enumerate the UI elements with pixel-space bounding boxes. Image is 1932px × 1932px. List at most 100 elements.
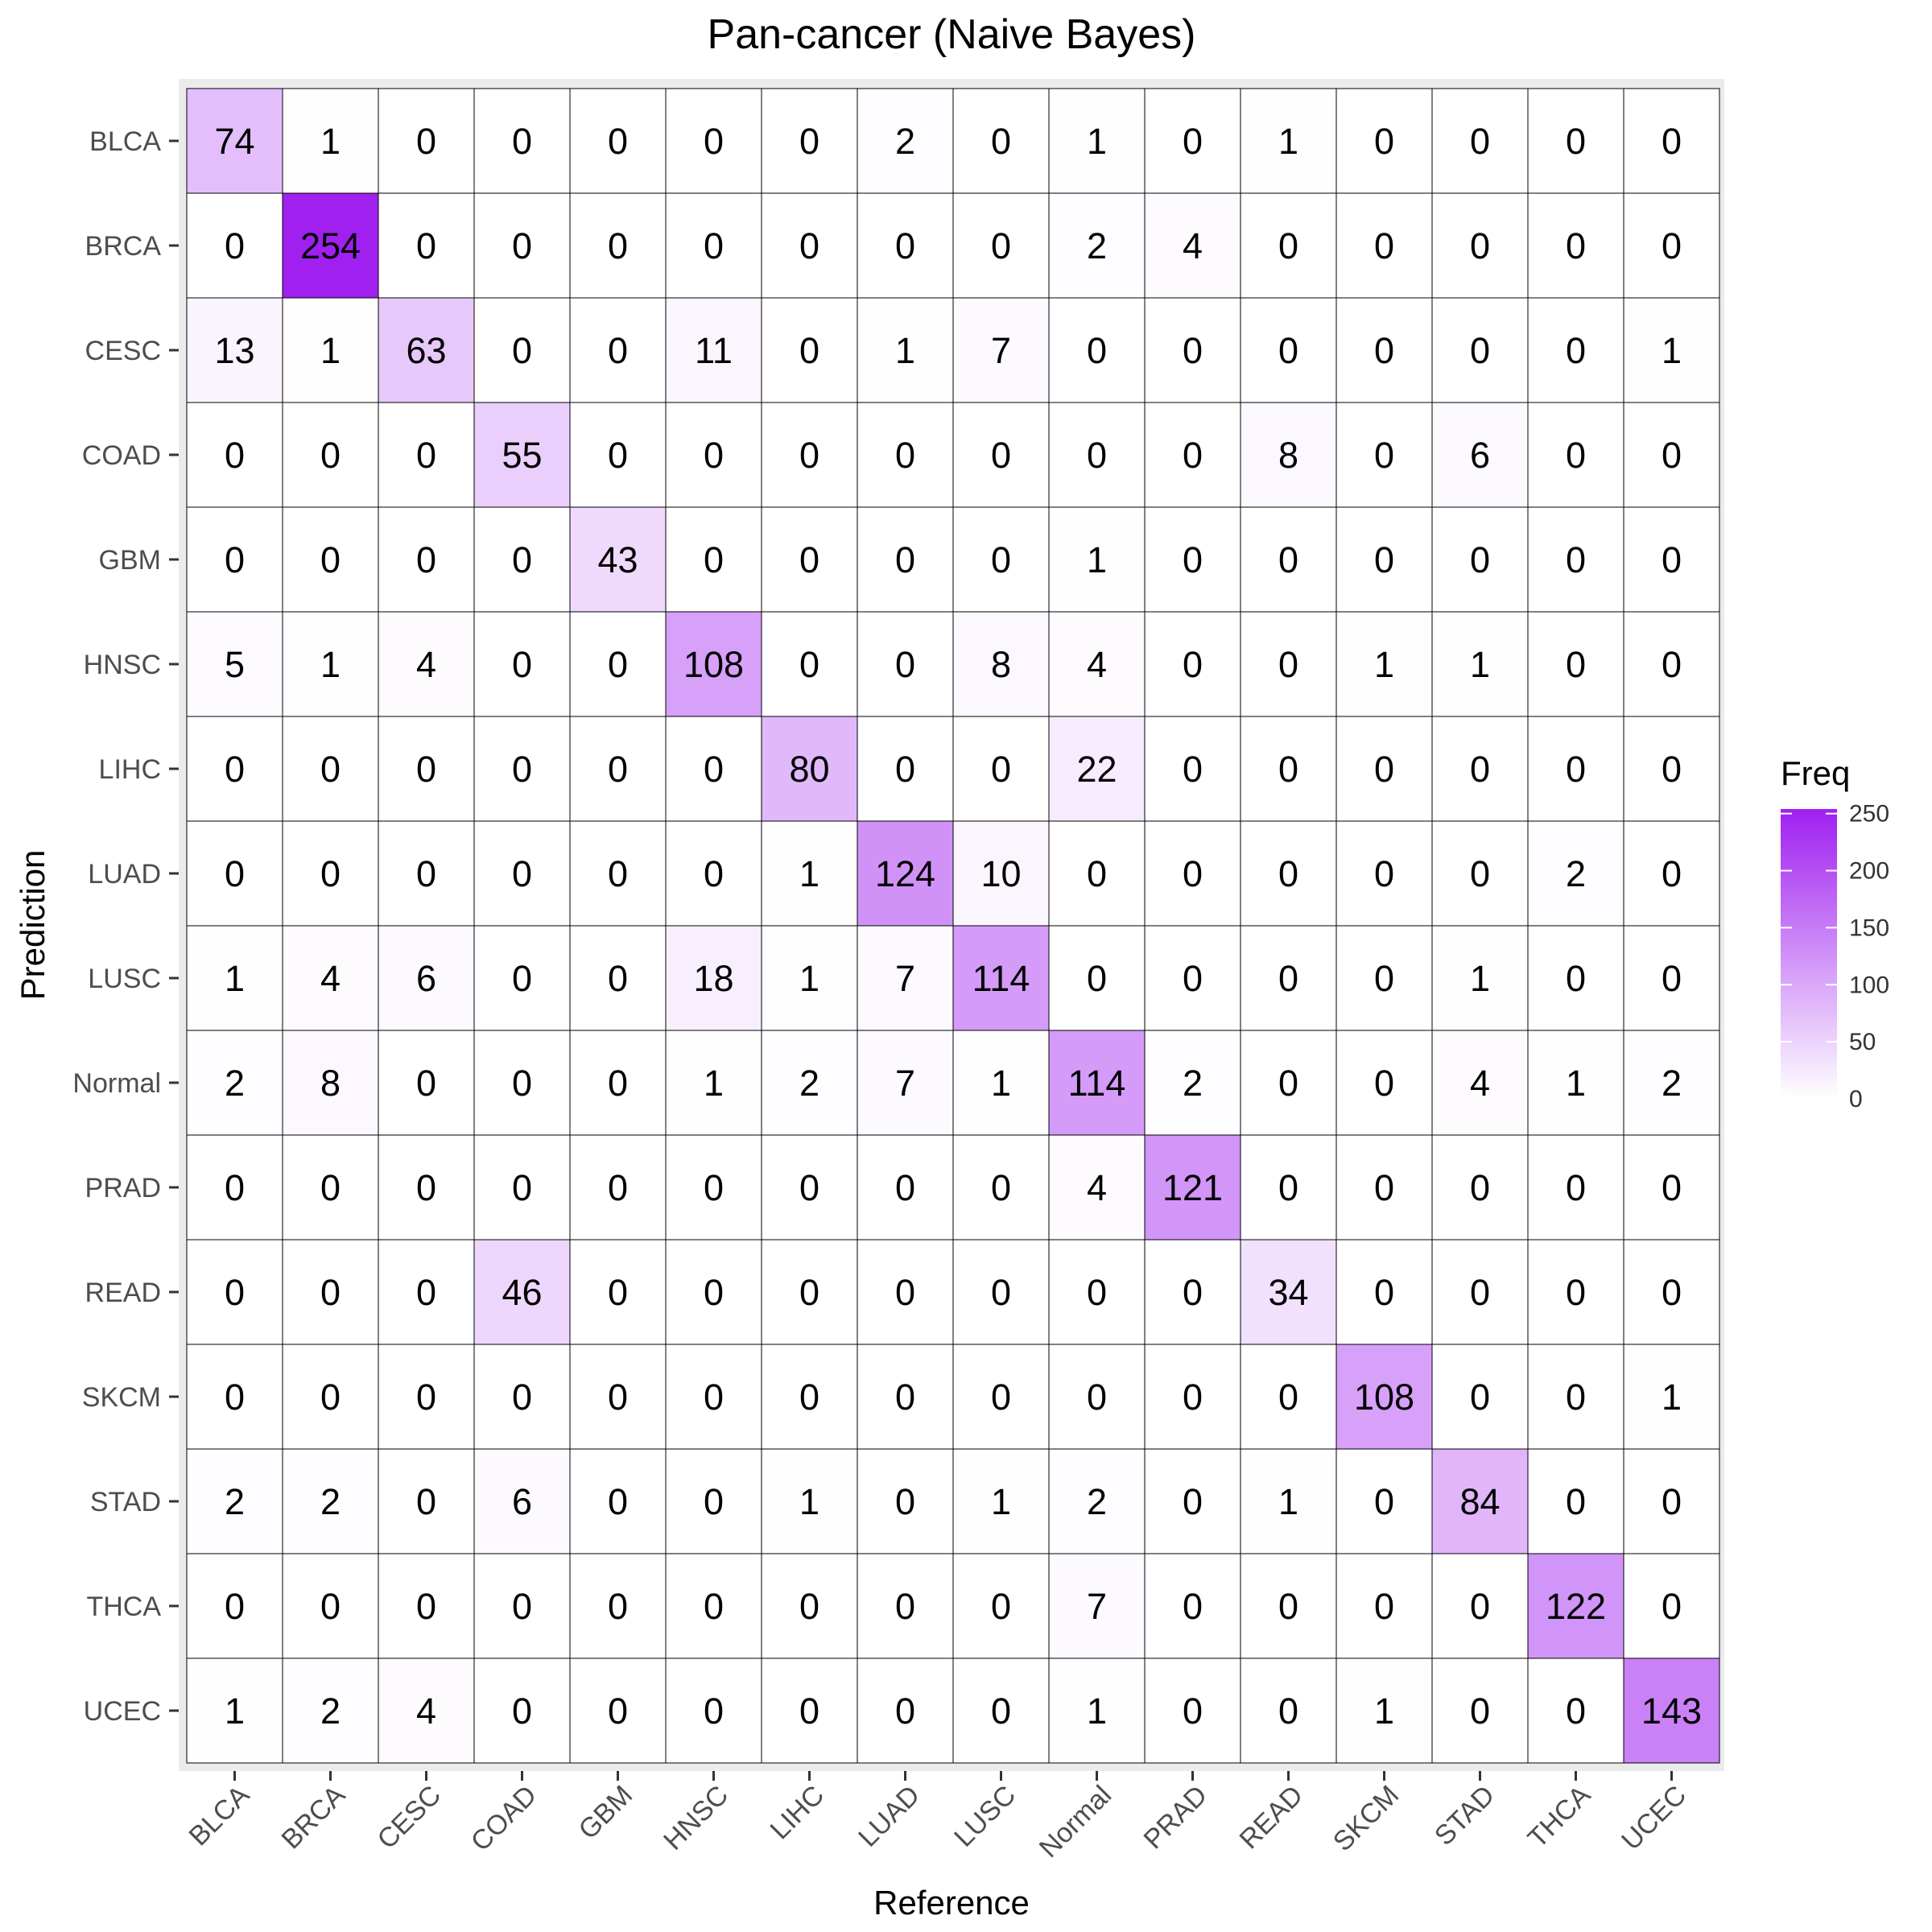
cell-value-label: 0: [1374, 1167, 1394, 1208]
heatmap-cell: [1335, 1657, 1433, 1764]
cell-value-label: 0: [799, 1377, 819, 1418]
x-tick-label: READ: [1233, 1780, 1309, 1856]
cell-value-label: 0: [704, 749, 724, 790]
cell-value-label: 0: [1374, 958, 1394, 999]
heatmap-cell: [282, 88, 379, 194]
y-axis: BLCA BRCA CESC COAD GBM HNSC LIHC LUAD LUSC Norma…: [72, 126, 179, 1727]
cell-value-label: 7: [1087, 1586, 1107, 1627]
cell-value-label: 0: [1566, 539, 1586, 580]
heatmap-cell: [282, 716, 379, 822]
cell-value-label: 0: [1470, 749, 1490, 790]
heatmap-cell: [1240, 1553, 1337, 1659]
cell-value-label: 1: [1278, 121, 1298, 162]
cell-value-label: 74: [214, 121, 254, 162]
heatmap-cell: [1048, 192, 1146, 299]
cell-value-label: 0: [1374, 1063, 1394, 1104]
cell-value-label: 22: [1076, 749, 1117, 790]
cell-value-label: 0: [991, 749, 1011, 790]
heatmap-cell: [1240, 402, 1337, 508]
cell-value-label: 108: [1354, 1377, 1414, 1418]
heatmap-cell: [569, 1657, 667, 1764]
heatmap-cell: [1623, 820, 1720, 927]
x-tick-label: LIHC: [765, 1780, 831, 1846]
cell-value-label: 0: [1566, 330, 1586, 371]
cell-value-label: 0: [1374, 1481, 1394, 1522]
heatmap-cell: [1623, 1134, 1720, 1241]
cell-value-label: 0: [1183, 330, 1203, 371]
cell-value-label: 143: [1641, 1690, 1702, 1732]
heatmap-cell: [1623, 1239, 1720, 1345]
x-tick-label: SKCM: [1327, 1780, 1405, 1857]
legend-colorbar: [1781, 809, 1837, 1099]
cell-value-label: 0: [1374, 749, 1394, 790]
heatmap-cell: [1335, 1448, 1433, 1554]
heatmap-cell: [1335, 1344, 1433, 1450]
legend-title: Freq: [1781, 754, 1850, 792]
heatmap-cell: [1527, 506, 1624, 613]
heatmap-cell: [1623, 1030, 1720, 1136]
x-axis-title: Reference: [873, 1884, 1030, 1922]
heatmap-cell: [378, 716, 475, 822]
cell-value-label: 0: [512, 1690, 532, 1732]
cell-value-label: 2: [320, 1481, 341, 1522]
cell-value-label: 0: [799, 330, 819, 371]
cell-value-label: 0: [512, 1586, 532, 1627]
cell-value-label: 4: [1087, 644, 1107, 685]
cell-value-label: 1: [1278, 1481, 1298, 1522]
heatmap-cell: [665, 297, 762, 403]
cell-value-label: 1: [1662, 330, 1682, 371]
cell-value-label: 0: [991, 1690, 1011, 1732]
heatmap-cell: [1048, 716, 1146, 822]
heatmap-cell: [282, 1553, 379, 1659]
heatmap-cell: [1048, 402, 1146, 508]
cell-value-label: 0: [1662, 435, 1682, 476]
heatmap-cell: [378, 1134, 475, 1241]
heatmap-cell: [1431, 297, 1529, 403]
heatmap-cell: [1048, 1553, 1146, 1659]
cell-value-label: 1: [704, 1063, 724, 1104]
cell-value-label: 0: [1278, 958, 1298, 999]
heatmap-cell: [1240, 611, 1337, 717]
heatmap-cell: [1335, 611, 1433, 717]
heatmap-cell: [1335, 820, 1433, 927]
cell-value-label: 0: [895, 1377, 915, 1418]
heatmap-cell: [1527, 88, 1624, 194]
cell-value-label: 0: [320, 853, 341, 894]
heatmap-cell: [1623, 506, 1720, 613]
cell-value-label: 0: [1278, 1063, 1298, 1104]
cell-value-label: 6: [1470, 435, 1490, 476]
heatmap-cell: [282, 820, 379, 927]
x-tick-label: Normal: [1034, 1780, 1117, 1864]
cell-value-label: 0: [512, 539, 532, 580]
cell-value-label: 0: [320, 1167, 341, 1208]
cell-value-label: 0: [1087, 330, 1107, 371]
heatmap-cell: [857, 1030, 954, 1136]
cell-value-label: 0: [1662, 644, 1682, 685]
cell-value-label: 0: [1183, 644, 1203, 685]
cell-value-label: 0: [1470, 225, 1490, 266]
heatmap-cell: [952, 88, 1050, 194]
heatmap-cell: [186, 88, 283, 194]
cell-value-label: 0: [1470, 1586, 1490, 1627]
cell-value-label: 0: [608, 853, 628, 894]
x-tick-label: THCA: [1522, 1780, 1597, 1855]
heatmap-cell: [1431, 192, 1529, 299]
heatmap-cell: [952, 1344, 1050, 1450]
cell-value-label: 0: [1662, 121, 1682, 162]
x-tick-label: LUSC: [948, 1780, 1022, 1853]
cell-value-label: 0: [1470, 121, 1490, 162]
heatmap-cell: [1623, 192, 1720, 299]
heatmap-cell: [857, 402, 954, 508]
cell-value-label: 13: [214, 330, 254, 371]
heatmap-cell: [473, 88, 571, 194]
cell-value-label: 2: [895, 121, 915, 162]
heatmap-cell: [569, 506, 667, 613]
x-tick-label: STAD: [1429, 1780, 1501, 1852]
heatmap-cell: [473, 1448, 571, 1554]
cell-value-label: 2: [1662, 1063, 1682, 1104]
heatmap-cell: [1527, 716, 1624, 822]
cell-value-label: 0: [1087, 1377, 1107, 1418]
heatmap-cell: [952, 192, 1050, 299]
cell-value-label: 1: [1470, 958, 1490, 999]
cell-value-label: 0: [1087, 853, 1107, 894]
